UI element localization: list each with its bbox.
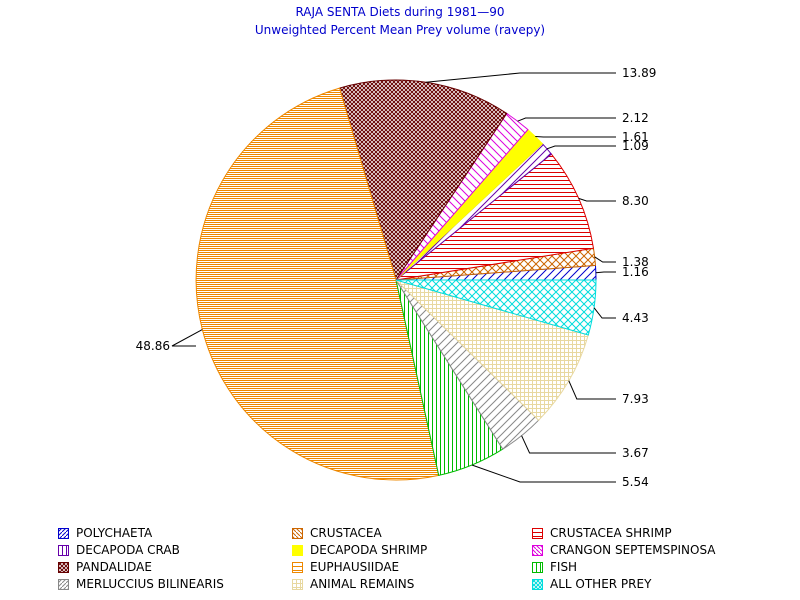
leader-line [171,329,203,347]
legend-label: CRUSTACEA SHRIMP [550,526,672,540]
legend-label: PANDALIDAE [76,560,152,574]
slice-animal-remains [395,279,589,421]
chart-title: RAJA SENTA Diets during 1981—90 [295,5,505,19]
legend-swatch [58,562,69,573]
legend: POLYCHAETA CRUSTACEA CRUSTACEA SHRIMP DECAP… [0,526,800,598]
slice-value-label: 48.86 [136,339,170,353]
legend-label: POLYCHAETA [76,526,153,540]
legend-swatch [58,579,69,590]
legend-swatch [532,545,543,556]
legend-label: FISH [550,560,578,574]
slice-value-label: 8.30 [622,194,649,208]
pie-slices [195,79,597,481]
legend-swatch [292,528,303,539]
slice-value-label: 3.67 [622,446,649,460]
legend-swatch [292,579,303,590]
legend-label: ALL OTHER PREY [550,577,652,591]
legend-swatch [58,528,69,539]
leader-line [546,145,616,150]
leader-line [535,136,616,138]
slice-value-label: 1.61 [622,130,649,144]
slice-value-label: 13.89 [622,66,656,80]
slice-euphausiidae [195,87,440,481]
chart-subtitle: Unweighted Percent Mean Prey volume (rav… [254,23,546,37]
slice-value-label: 1.09 [622,139,649,153]
legend-swatch [292,562,303,573]
slice-value-label: 4.43 [622,311,649,325]
legend-swatch [58,545,69,556]
leader-line [471,464,616,483]
legend-label: ANIMAL REMAINS [310,577,415,591]
legend-label: MERLUCCIUS BILINEARIS [76,577,224,591]
leader-line [517,117,616,122]
slice-all-other-prey [395,279,597,336]
slice-crustacea-shrimp [394,153,595,281]
slice-value-label: 2.12 [622,111,649,125]
leader-line [568,380,616,400]
leader-line [595,271,616,274]
slice-labels: 1.161.38 8.30 1.091.61 2.12 13.89 48.86 5.54 3.… [136,66,657,489]
leader-line [593,307,616,319]
legend-label: CRUSTACEA [310,526,382,540]
legend-swatch [532,579,543,590]
slice-value-label: 7.93 [622,392,649,406]
leader-line [521,435,616,454]
legend-label: DECAPODA CRAB [76,543,180,557]
legend-swatch [532,528,543,539]
legend-label: CRANGON SEPTEMSPINOSA [550,543,716,557]
legend-label: DECAPODA SHRIMP [310,543,428,557]
legend-label: EUPHAUSIIDAE [310,560,400,574]
legend-swatch [292,545,303,556]
slice-value-label: 1.38 [622,255,649,269]
leader-line [578,197,616,202]
legend-swatch [532,562,543,573]
slice-value-label: 1.16 [622,265,649,279]
leader-line [594,256,616,263]
slice-value-label: 5.54 [622,475,649,489]
leader-line [425,72,616,83]
